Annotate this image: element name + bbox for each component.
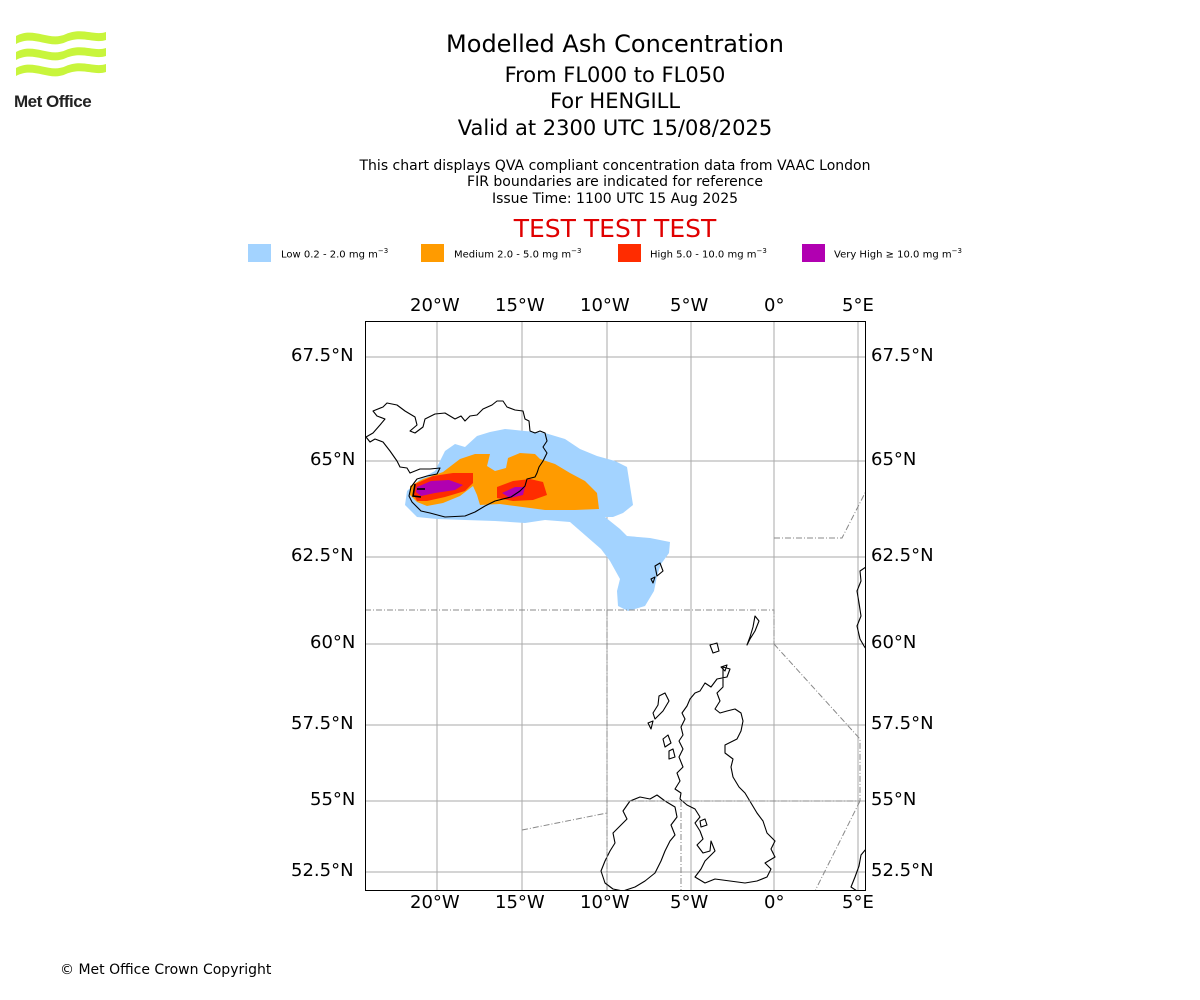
ash-medium-region bbox=[410, 453, 599, 510]
legend-label-medium: Medium 2.0 - 5.0 mg m−3 bbox=[454, 247, 582, 261]
lat-tick-left-52-5n: 52.5°N bbox=[291, 860, 354, 881]
lat-tick-right-52-5n: 52.5°N bbox=[871, 860, 934, 881]
lat-tick-left-62-5n: 62.5°N bbox=[291, 545, 354, 566]
lat-tick-right-55n: 55°N bbox=[871, 789, 917, 810]
test-banner: TEST TEST TEST bbox=[513, 214, 717, 243]
volcano-marker-icon bbox=[412, 483, 425, 498]
lat-tick-right-65n: 65°N bbox=[871, 449, 917, 470]
lon-tick-bottom-15w: 15°W bbox=[495, 892, 545, 913]
legend-label-low: Low 0.2 - 2.0 mg m−3 bbox=[281, 247, 389, 261]
info-line-compliance: This chart displays QVA compliant concen… bbox=[359, 158, 871, 174]
lon-tick-top-15w: 15°W bbox=[495, 295, 545, 316]
coastline-hebrides bbox=[652, 692, 670, 720]
chart-title: Modelled Ash Concentration bbox=[446, 30, 784, 58]
legend-label-very-high: Very High ≥ 10.0 mg m−3 bbox=[834, 247, 962, 261]
coastline-great-britain bbox=[674, 666, 776, 884]
ash-very-high-region-east bbox=[502, 487, 525, 498]
legend-label-high: High 5.0 - 10.0 mg m−3 bbox=[650, 247, 767, 261]
lon-tick-top-10w: 10°W bbox=[580, 295, 630, 316]
lon-tick-bottom-5w: 5°W bbox=[670, 892, 709, 913]
lon-tick-bottom-20w: 20°W bbox=[410, 892, 460, 913]
lon-tick-top-20w: 20°W bbox=[410, 295, 460, 316]
map-frame bbox=[365, 321, 866, 891]
flight-level-range: From FL000 to FL050 bbox=[504, 63, 726, 87]
legend-swatch-very-high bbox=[802, 244, 825, 262]
legend-swatch-low bbox=[248, 244, 271, 262]
lon-tick-bottom-5e: 5°E bbox=[842, 892, 874, 913]
coastlines bbox=[365, 400, 866, 891]
coastline-shetland bbox=[746, 615, 760, 646]
lat-tick-left-57-5n: 57.5°N bbox=[291, 713, 354, 734]
lat-tick-right-60n: 60°N bbox=[871, 632, 917, 653]
lon-tick-bottom-0: 0° bbox=[764, 892, 785, 913]
logo-wordmark: Met Office bbox=[14, 92, 92, 111]
coastline-iceland bbox=[365, 400, 548, 518]
ash-very-high-region bbox=[416, 480, 463, 496]
lat-tick-left-67-5n: 67.5°N bbox=[291, 345, 354, 366]
met-office-wave-icon bbox=[16, 31, 106, 77]
lon-tick-top-5w: 5°W bbox=[670, 295, 709, 316]
issue-time: Issue Time: 1100 UTC 15 Aug 2025 bbox=[491, 191, 739, 207]
coastline-ireland bbox=[600, 794, 678, 891]
legend-swatch-medium bbox=[421, 244, 444, 262]
ash-concentration-map bbox=[365, 321, 866, 891]
lat-tick-right-57-5n: 57.5°N bbox=[871, 713, 934, 734]
lon-tick-top-0: 0° bbox=[764, 295, 785, 316]
lat-tick-left-60n: 60°N bbox=[310, 632, 356, 653]
map-gridlines bbox=[365, 321, 866, 891]
lat-tick-left-55n: 55°N bbox=[310, 789, 356, 810]
volcano-name: For HENGILL bbox=[549, 89, 681, 113]
lat-tick-left-65n: 65°N bbox=[310, 449, 356, 470]
lon-tick-bottom-10w: 10°W bbox=[580, 892, 630, 913]
coastline-norway bbox=[856, 566, 866, 650]
lat-tick-right-62-5n: 62.5°N bbox=[871, 545, 934, 566]
met-office-logo: Met Office bbox=[14, 28, 109, 113]
coastline-netherlands bbox=[850, 848, 866, 891]
lat-tick-right-67-5n: 67.5°N bbox=[871, 345, 934, 366]
legend-swatch-high bbox=[618, 244, 641, 262]
valid-time: Valid at 2300 UTC 15/08/2025 bbox=[457, 116, 773, 140]
copyright-notice: © Met Office Crown Copyright bbox=[60, 962, 272, 978]
fir-boundaries bbox=[365, 490, 866, 891]
ash-low-region bbox=[405, 429, 670, 611]
lon-tick-top-5e: 5°E bbox=[842, 295, 874, 316]
info-line-fir: FIR boundaries are indicated for referen… bbox=[467, 174, 763, 190]
